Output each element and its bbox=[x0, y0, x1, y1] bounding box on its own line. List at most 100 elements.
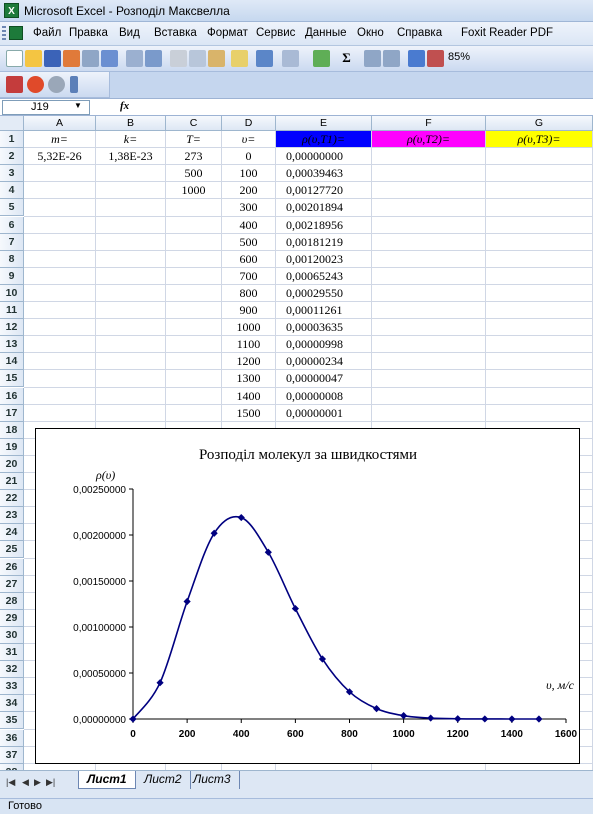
cell-c1[interactable]: T= bbox=[186, 132, 201, 146]
cell-c4[interactable]: 1000 bbox=[181, 183, 206, 198]
row-header-36[interactable]: 36 bbox=[0, 729, 24, 747]
workbook-icon[interactable] bbox=[9, 26, 23, 40]
menu-format[interactable]: Формат bbox=[207, 27, 248, 39]
row-header-32[interactable]: 32 bbox=[0, 661, 24, 679]
density-cell[interactable]: 0,00181219 bbox=[286, 234, 343, 249]
row-header-28[interactable]: 28 bbox=[0, 592, 24, 610]
density-cell[interactable]: 0,00011261 bbox=[286, 303, 343, 317]
row-header-38[interactable]: 38 bbox=[0, 763, 24, 770]
row-header-24[interactable]: 24 bbox=[0, 524, 24, 542]
row-header-4[interactable]: 4 bbox=[0, 182, 24, 200]
density-cell[interactable]: 0,00003635 bbox=[286, 320, 343, 335]
row-header-7[interactable]: 7 bbox=[0, 233, 24, 251]
density-cell[interactable]: 0,00039463 bbox=[286, 166, 343, 181]
menu-insert[interactable]: Вставка bbox=[154, 27, 197, 39]
density-cell[interactable]: 0,00065243 bbox=[286, 268, 343, 283]
row-header-20[interactable]: 20 bbox=[0, 455, 24, 473]
next-sheet-icon[interactable]: ▶ bbox=[34, 777, 41, 787]
row-header-23[interactable]: 23 bbox=[0, 507, 24, 525]
velocity-cell[interactable]: 400 bbox=[239, 217, 258, 232]
velocity-cell[interactable]: 1000 bbox=[236, 320, 261, 335]
column-header-b[interactable]: B bbox=[96, 116, 166, 131]
row-header-13[interactable]: 13 bbox=[0, 336, 24, 354]
density-cell[interactable]: 0,00000234 bbox=[286, 354, 343, 369]
research-icon[interactable] bbox=[145, 50, 162, 67]
menu-file[interactable]: Файл bbox=[33, 27, 62, 39]
row-header-6[interactable]: 6 bbox=[0, 216, 24, 234]
row-header-5[interactable]: 5 bbox=[0, 199, 24, 217]
row-header-18[interactable]: 18 bbox=[0, 421, 24, 439]
foxit-icon[interactable] bbox=[27, 76, 44, 93]
menu-help[interactable]: Справка bbox=[397, 27, 443, 39]
row-header-33[interactable]: 33 bbox=[0, 678, 24, 696]
sheet-tab-2[interactable]: Лист2 bbox=[136, 771, 191, 789]
velocity-cell[interactable]: 500 bbox=[239, 234, 258, 249]
permission-icon[interactable] bbox=[63, 50, 80, 67]
row-header-3[interactable]: 3 bbox=[0, 165, 24, 183]
formula-input[interactable] bbox=[135, 100, 590, 115]
chart-wizard-icon[interactable] bbox=[408, 50, 425, 67]
density-cell[interactable]: 0,00127720 bbox=[286, 183, 343, 198]
toolbar-grip-icon[interactable] bbox=[2, 26, 6, 42]
toolbar-options-icon[interactable] bbox=[70, 76, 78, 93]
velocity-cell[interactable]: 1200 bbox=[236, 354, 261, 369]
density-cell[interactable]: 0,00000998 bbox=[286, 337, 343, 352]
menu-foxit[interactable]: Foxit Reader PDF bbox=[461, 27, 554, 39]
column-header-g[interactable]: G bbox=[486, 116, 593, 131]
first-sheet-icon[interactable]: |◀ bbox=[6, 777, 16, 787]
row-header-12[interactable]: 12 bbox=[0, 319, 24, 337]
density-cell[interactable]: 0,00120023 bbox=[286, 251, 343, 266]
row-header-10[interactable]: 10 bbox=[0, 284, 24, 302]
cell-c3[interactable]: 500 bbox=[184, 166, 203, 181]
new-icon[interactable] bbox=[6, 50, 23, 67]
velocity-cell[interactable]: 200 bbox=[239, 183, 258, 198]
fx-icon[interactable]: fx bbox=[120, 100, 129, 112]
open-icon[interactable] bbox=[25, 50, 42, 67]
sheet-tab-1[interactable]: Лист1 bbox=[78, 771, 136, 789]
row-header-1[interactable]: 1 bbox=[0, 131, 24, 149]
undo-icon[interactable] bbox=[256, 50, 273, 67]
autosum-icon[interactable]: Σ bbox=[342, 50, 351, 65]
velocity-cell[interactable]: 300 bbox=[239, 200, 258, 215]
row-header-9[interactable]: 9 bbox=[0, 267, 24, 285]
column-header-e[interactable]: E bbox=[276, 116, 372, 131]
velocity-cell[interactable]: 1100 bbox=[236, 337, 261, 352]
velocity-cell[interactable]: 0 bbox=[245, 149, 252, 164]
print-preview-icon[interactable] bbox=[101, 50, 118, 67]
hyperlink-icon[interactable] bbox=[313, 50, 330, 67]
velocity-cell[interactable]: 600 bbox=[239, 251, 258, 266]
copy-icon[interactable] bbox=[189, 50, 206, 67]
worksheet-grid[interactable]: A B C D E F G 1 2 3 4 5 6 7 8 9 10 11 12 13 14 15 16 17 18 19 20 21… bbox=[0, 116, 593, 770]
density-cell[interactable]: 0,00000008 bbox=[286, 388, 343, 403]
spelling-icon[interactable] bbox=[126, 50, 143, 67]
row-header-22[interactable]: 22 bbox=[0, 490, 24, 508]
select-all-corner[interactable] bbox=[0, 116, 24, 131]
redo-icon[interactable] bbox=[282, 50, 299, 67]
name-box-dropdown-icon[interactable]: ▼ bbox=[74, 101, 82, 110]
pdf-icon[interactable] bbox=[6, 76, 23, 93]
density-cell[interactable]: 0,00201894 bbox=[286, 200, 343, 215]
row-header-31[interactable]: 31 bbox=[0, 644, 24, 662]
last-sheet-icon[interactable]: ▶| bbox=[46, 777, 56, 787]
cell-b2[interactable]: 1,38E-23 bbox=[108, 149, 153, 164]
velocity-cell[interactable]: 1300 bbox=[236, 371, 261, 386]
cell-g1[interactable]: ρ(υ,T3)= bbox=[486, 131, 592, 147]
zoom-level[interactable]: 85% bbox=[448, 51, 471, 63]
row-header-17[interactable]: 17 bbox=[0, 404, 24, 422]
excel-icon[interactable]: X bbox=[4, 3, 19, 18]
cell-a2[interactable]: 5,32E-26 bbox=[37, 149, 82, 164]
row-header-26[interactable]: 26 bbox=[0, 558, 24, 576]
row-header-34[interactable]: 34 bbox=[0, 695, 24, 713]
velocity-cell[interactable]: 700 bbox=[239, 268, 258, 283]
sort-ascending-icon[interactable] bbox=[364, 50, 381, 67]
density-cell[interactable]: 0,00000001 bbox=[286, 405, 343, 420]
prev-sheet-icon[interactable]: ◀ bbox=[22, 777, 29, 787]
gear-icon[interactable] bbox=[48, 76, 65, 93]
cell-b1[interactable]: k= bbox=[123, 132, 138, 146]
cell-c2[interactable]: 273 bbox=[184, 149, 203, 164]
column-header-d[interactable]: D bbox=[222, 116, 276, 131]
name-box[interactable]: J19 bbox=[2, 100, 90, 115]
row-header-14[interactable]: 14 bbox=[0, 353, 24, 371]
row-header-21[interactable]: 21 bbox=[0, 473, 24, 491]
cut-icon[interactable] bbox=[170, 50, 187, 67]
